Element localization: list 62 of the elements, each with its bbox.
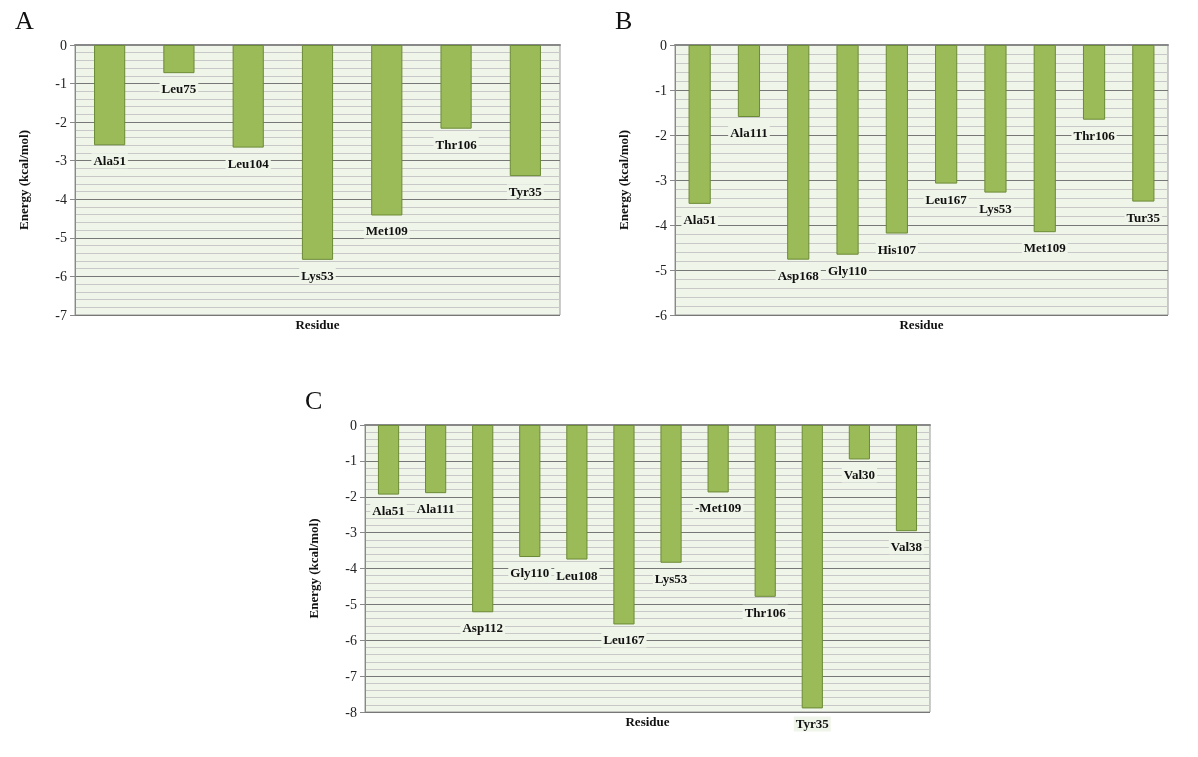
y-tick-label: -1 — [345, 453, 357, 469]
y-tick-label: -3 — [55, 153, 67, 169]
y-tick-label: -6 — [655, 307, 667, 323]
x-axis-title: Residue — [899, 317, 944, 332]
category-label: Leu167 — [925, 191, 967, 207]
x-axis-title: Residue — [295, 317, 340, 332]
y-tick-label: -1 — [55, 76, 67, 92]
category-label: Ala111 — [416, 501, 455, 517]
y-tick-label: -4 — [345, 561, 357, 576]
category-label: Lys53 — [301, 267, 334, 283]
category-label: Ala51 — [372, 502, 405, 518]
category-label: Val30 — [843, 467, 876, 483]
chart-title: A — [15, 5, 34, 35]
y-tick-label: 0 — [660, 37, 667, 53]
category-label: Tyr35 — [508, 184, 542, 200]
category-label: Thr106 — [1073, 127, 1115, 143]
category-label: Asp168 — [777, 267, 819, 283]
y-axis-title: Energy (kcal/mol) — [306, 518, 321, 619]
y-tick-label: 0 — [350, 417, 357, 433]
y-tick-label: -5 — [55, 230, 67, 246]
y-tick-label: -5 — [345, 596, 357, 612]
y-tick-label: -4 — [655, 217, 667, 233]
category-label: -Met109 — [695, 500, 742, 516]
y-tick-label: -2 — [655, 127, 667, 143]
y-axis-title: Energy (kcal/mol) — [616, 129, 631, 231]
y-tick-label: -2 — [345, 489, 357, 505]
y-tick-label: 0 — [60, 37, 67, 53]
y-tick-label: -6 — [345, 632, 357, 648]
y-tick-label: -8 — [345, 704, 357, 720]
category-label: Asp112 — [462, 620, 503, 636]
category-label: Leu167 — [603, 632, 645, 648]
category-label: Tur35 — [1126, 209, 1161, 225]
y-tick-label: -2 — [55, 114, 67, 130]
x-axis-title: Residue — [625, 714, 670, 729]
category-label: Lys53 — [979, 200, 1012, 216]
y-axis-title: Energy (kcal/mol) — [16, 129, 31, 231]
category-label: His107 — [877, 241, 916, 257]
category-label: Leu108 — [556, 567, 598, 583]
y-tick-label: -7 — [345, 668, 357, 684]
y-tick-label: -5 — [655, 262, 667, 278]
y-tick-label: -4 — [55, 191, 67, 207]
y-tick-label: -6 — [55, 268, 67, 284]
category-label: Met109 — [365, 223, 408, 239]
chart-title: C — [305, 385, 323, 415]
category-label: Gly110 — [510, 565, 550, 581]
y-tick-label: -7 — [55, 307, 67, 323]
category-label: Thr106 — [744, 604, 786, 620]
chart-title: B — [615, 5, 633, 35]
category-label: Ala51 — [93, 153, 126, 169]
category-label: Ala51 — [683, 211, 716, 227]
category-label: Met109 — [1023, 240, 1066, 256]
category-label: Tyr35 — [795, 716, 829, 732]
category-label: Ala111 — [730, 125, 768, 140]
category-label: Leu104 — [227, 155, 269, 171]
category-label: Gly110 — [828, 262, 868, 278]
y-tick-label: -1 — [655, 82, 667, 98]
category-label: Leu75 — [161, 81, 197, 97]
y-tick-label: -3 — [345, 525, 357, 541]
category-label: Val38 — [890, 539, 923, 555]
category-label: Lys53 — [654, 570, 688, 586]
category-label: Thr106 — [435, 136, 477, 152]
y-tick-label: -3 — [655, 172, 667, 188]
